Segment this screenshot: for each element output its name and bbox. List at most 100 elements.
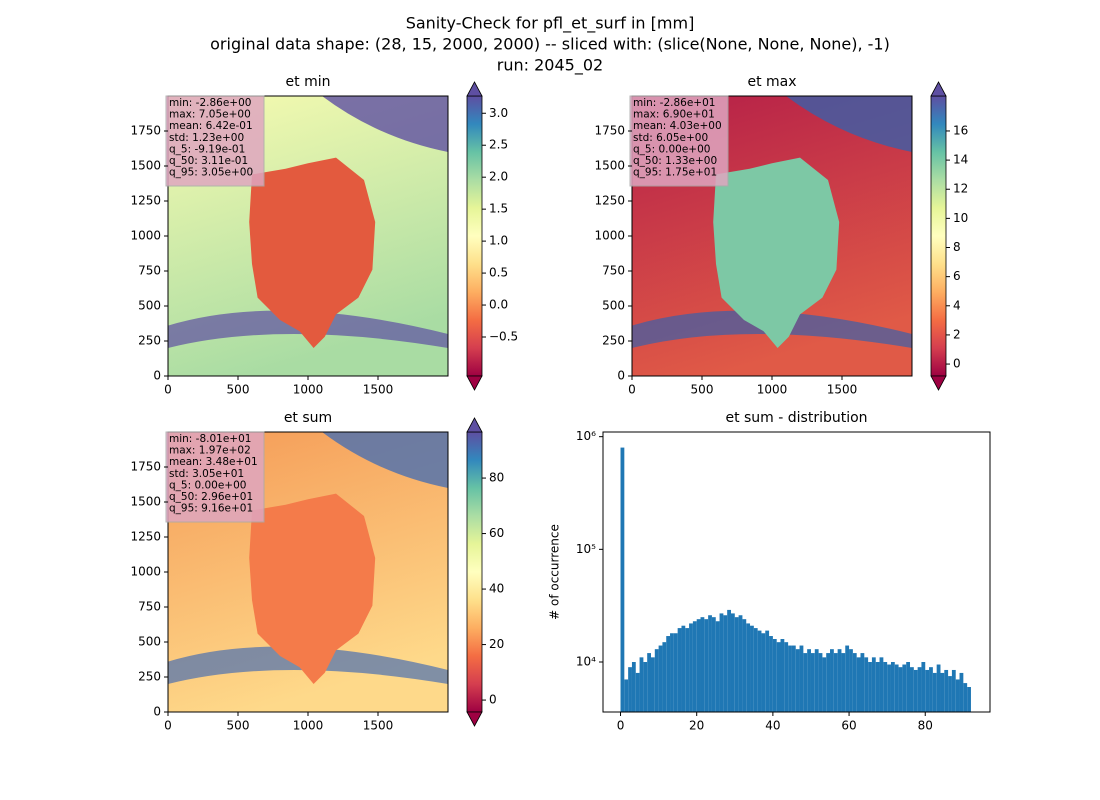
colorbar-tick-label: 6 <box>953 269 961 283</box>
y-tick-label: 500 <box>138 299 161 313</box>
histogram-bar <box>852 653 857 712</box>
histogram-bar <box>814 649 819 712</box>
y-tick-label: 500 <box>138 635 161 649</box>
y-tick-label: 10⁵ <box>576 542 596 556</box>
histogram-bar <box>788 645 792 712</box>
stats-line: std: 1.23e+00 <box>169 132 244 144</box>
histogram-bar <box>803 653 808 712</box>
figure-title: Sanity-Check for pfl_et_surf in [mm] <box>406 14 695 34</box>
histogram-bar <box>826 653 831 712</box>
histogram-bar <box>643 662 648 712</box>
colorbar-extend-bottom <box>930 375 947 391</box>
histogram-bar <box>670 633 674 712</box>
x-tick-label: 1000 <box>293 383 324 397</box>
y-tick-label: 1000 <box>594 229 625 243</box>
x-tick-label: 80 <box>918 719 933 733</box>
figure-subtitle: run: 2045_02 <box>497 56 603 76</box>
colorbar <box>466 431 483 713</box>
y-tick-label: 750 <box>602 264 625 278</box>
y-tick-label: 0 <box>153 369 161 383</box>
histogram-bar <box>620 447 625 712</box>
stats-line: q_95: 9.16e+01 <box>169 503 253 515</box>
y-tick-label: 1750 <box>130 124 161 138</box>
histogram-bar <box>662 642 667 712</box>
y-axis-label: # of occurrence <box>548 524 562 620</box>
histogram-bar <box>799 645 804 712</box>
colorbar-tick-label: 0 <box>953 357 961 371</box>
histogram-bar <box>830 649 834 712</box>
stats-line: min: -2.86e+00 <box>169 97 251 109</box>
colorbar-tick-label: 1.0 <box>489 234 508 248</box>
histogram-bar <box>635 672 640 712</box>
histogram-bar <box>738 615 743 712</box>
stats-line: q_50: 1.33e+00 <box>633 155 717 167</box>
map-north-sea <box>322 96 448 152</box>
stats-line: min: -2.86e+01 <box>633 97 715 109</box>
y-tick-label: 250 <box>602 334 625 348</box>
histogram-bar <box>913 669 918 712</box>
histogram-bar <box>708 615 712 712</box>
y-tick-label: 0 <box>617 369 625 383</box>
x-tick-label: 500 <box>691 383 714 397</box>
histogram-bar <box>822 657 827 712</box>
x-tick-label: 40 <box>765 719 780 733</box>
histogram-bar <box>711 617 716 712</box>
stats-line: q_95: 1.75e+01 <box>633 167 717 179</box>
histogram-bar <box>925 669 930 712</box>
histogram-bar <box>715 621 720 712</box>
colorbar-tick-label: 2 <box>953 327 961 341</box>
colorbar <box>466 95 483 377</box>
y-tick-label: 1500 <box>130 495 161 509</box>
colorbar-extend-top <box>466 81 483 97</box>
histogram-bar <box>727 609 731 712</box>
histogram-bar <box>948 676 952 712</box>
panel-title: et sum <box>284 410 332 426</box>
stats-line: max: 1.97e+02 <box>169 445 251 457</box>
stats-line: min: -8.01e+01 <box>169 433 251 445</box>
histogram-bar <box>704 619 709 712</box>
panel-title: et sum - distribution <box>725 410 867 426</box>
stats-line: q_5: 0.00e+00 <box>633 143 710 155</box>
histogram-bar <box>833 653 838 712</box>
stats-line: mean: 3.48e+01 <box>169 456 258 468</box>
histogram-bar <box>689 623 693 712</box>
histogram-bar <box>639 657 644 712</box>
histogram-bar <box>951 669 956 712</box>
histogram-bar <box>932 672 937 712</box>
histogram-bar <box>753 628 758 712</box>
histogram-bar <box>837 649 842 712</box>
histogram-bar <box>673 633 678 712</box>
stats-line: mean: 4.03e+00 <box>633 120 722 132</box>
map-germany <box>249 493 376 684</box>
histogram-bar <box>868 662 872 712</box>
stats-box <box>629 95 729 187</box>
histogram-bar <box>681 625 686 712</box>
axes-frame <box>602 431 991 713</box>
histogram-bar <box>765 630 770 712</box>
panel-title: et max <box>747 74 796 90</box>
colorbar-tick-label: 1.5 <box>489 202 508 216</box>
histogram-bar <box>890 662 895 712</box>
y-tick-label: 500 <box>602 299 625 313</box>
histogram-bar <box>845 645 850 712</box>
histogram-bar <box>944 669 949 712</box>
histogram-bar <box>864 657 869 712</box>
histogram-bar <box>780 639 785 712</box>
stats-line: std: 3.05e+01 <box>169 468 244 480</box>
y-tick-label: 1250 <box>130 530 161 544</box>
histogram-bar <box>875 662 880 712</box>
stats-line: q_5: -9.19e-01 <box>169 143 245 155</box>
y-tick-label: 250 <box>138 334 161 348</box>
colorbar-tick-label: 8 <box>953 240 961 254</box>
map-north-sea <box>322 432 448 488</box>
histogram-bar <box>719 613 724 712</box>
colorbar-tick-label: 2.5 <box>489 138 508 152</box>
histogram-bar <box>761 633 766 712</box>
y-tick-label: 750 <box>138 264 161 278</box>
colorbar-tick-label: 80 <box>489 471 504 485</box>
histogram-bar <box>692 621 697 712</box>
histogram-bar <box>628 667 632 712</box>
histogram-bar <box>940 672 945 712</box>
histogram-bar <box>757 630 762 712</box>
